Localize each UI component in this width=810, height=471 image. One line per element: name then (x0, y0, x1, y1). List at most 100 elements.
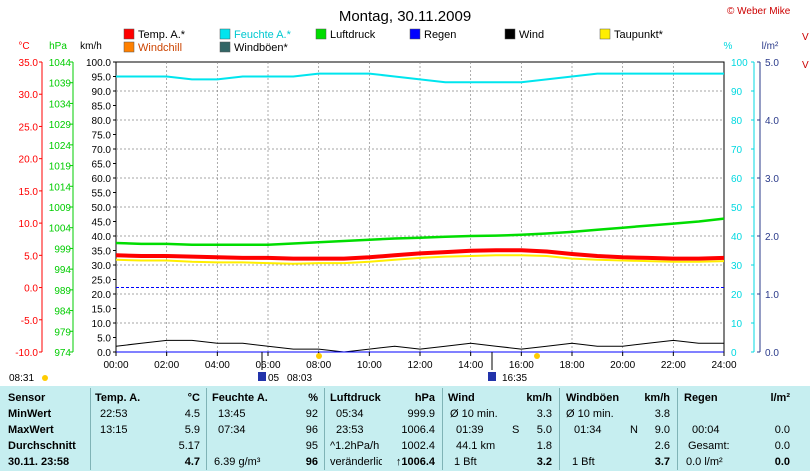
row-label-avg: Durchschnitt (8, 440, 76, 452)
x-tick-label: 02:00 (154, 360, 179, 371)
pressure-current-value: 1006.4 (401, 456, 435, 468)
sun-markers: 08:31 05 08:03 16:35 (9, 352, 540, 384)
wind_kmh-tick-label: 55.0 (92, 189, 112, 200)
temp_c-tick-label: 25.0 (19, 122, 39, 133)
wind_kmh-tick-label: 80.0 (92, 116, 112, 127)
arrow-up-icon: ↑ (395, 456, 402, 468)
rain_lm2-tick-label: 1.0 (765, 290, 779, 301)
humidity-abs: 6.39 g/m³ (214, 456, 261, 468)
humidity-min: 92 (305, 408, 318, 420)
x-tick-label: 20:00 (610, 360, 635, 371)
legend-swatch (599, 28, 611, 40)
humidity_pct-unit: % (724, 41, 733, 52)
wind-header: Wind (448, 392, 475, 404)
gust-bft: 1 Bft (572, 456, 595, 468)
gust-max-dir: N (630, 424, 638, 436)
pressure_hpa-tick-label: 1029 (49, 120, 72, 131)
wind-avg10-label: Ø 10 min. (450, 408, 498, 420)
moon-icon (488, 372, 496, 381)
gust-avg10: 3.8 (654, 408, 670, 420)
humidity_pct-tick-label: 60 (731, 174, 743, 185)
edge-label-1: V (802, 32, 809, 43)
wind-unit: km/h (526, 392, 552, 404)
pressure_hpa-tick-label: 989 (54, 286, 71, 297)
wind_kmh-tick-label: 75.0 (92, 131, 112, 142)
wind_kmh-tick-label: 90.0 (92, 87, 112, 98)
x-tick-label: 18:00 (559, 360, 584, 371)
temp_c-tick-label: 10.0 (19, 219, 39, 230)
temp-max: 5.9 (184, 424, 200, 436)
pressure-unit: hPa (414, 392, 435, 404)
pressure_hpa-tick-label: 1014 (49, 182, 72, 193)
x-axis: 00:00 02:00 04:00 06:00 08:00 10:00 12:00 14:00… (103, 352, 737, 371)
humidity-header: Feuchte A. (212, 392, 268, 404)
humidity_pct-tick-label: 70 (731, 145, 743, 156)
legend-label: Taupunkt* (614, 29, 664, 41)
wind-distance: 44.1 km (456, 440, 496, 452)
wind_kmh-tick-label: 35.0 (92, 247, 112, 258)
rain_lm2-tick-label: 0.0 (765, 348, 779, 359)
humidity_pct-tick-label: 30 (731, 261, 743, 272)
pressure-header: Luftdruck (330, 392, 381, 404)
x-tick-label: 22:00 (661, 360, 686, 371)
humidity_pct-tick-label: 90 (731, 87, 743, 98)
row-label-max: MaxWert (8, 424, 54, 436)
wind_kmh-tick-label: 100.0 (86, 58, 111, 69)
humidity-max: 96 (305, 424, 318, 436)
wind-bft: 1 Bft (454, 456, 477, 468)
series-line-taupunkt- (115, 254, 725, 265)
pressure_hpa-tick-label: 1024 (49, 141, 72, 152)
humidity_pct-tick-label: 100 (731, 58, 748, 69)
legend-swatch (219, 41, 231, 53)
gust-avg10-label: Ø 10 min. (566, 408, 614, 420)
wind_kmh-tick-label: 65.0 (92, 160, 112, 171)
series-line-feuchte-a- (116, 72, 724, 84)
legend-label: Windchill (138, 42, 182, 54)
rain-unit: l/m² (770, 392, 790, 404)
pressure-min: 999.9 (407, 408, 435, 420)
sun-icon (42, 375, 48, 381)
legend-label: Luftdruck (330, 29, 376, 41)
wind_kmh-tick-label: 15.0 (92, 305, 112, 316)
wind_kmh-tick-label: 0.0 (97, 348, 111, 359)
pressure-trend: ^1.2hPa/h (330, 440, 380, 452)
wind-distance-val: 1.8 (536, 440, 552, 452)
axes: °C 35.0 30.0 25.0 20.0 15.0 10.0 5.0 0.0 -5.0 -10.… (15, 41, 779, 359)
humidity_pct-tick-label: 20 (731, 290, 743, 301)
rain_lm2-tick-label: 2.0 (765, 232, 779, 243)
x-tick-label: 08:00 (306, 360, 331, 371)
temp-avg: 5.17 (178, 440, 200, 452)
pressure-max: 1006.4 (401, 424, 435, 436)
pressure_hpa-unit: hPa (49, 41, 67, 52)
series-line-wind (115, 339, 724, 353)
x-tick-label: 16:00 (509, 360, 534, 371)
rain_lm2-tick-label: 5.0 (765, 58, 779, 69)
x-tick-label: 12:00 (407, 360, 432, 371)
pressure_hpa-tick-label: 1039 (49, 79, 72, 90)
temp_c-tick-label: 35.0 (19, 58, 39, 69)
temp_c-tick-label: 20.0 (19, 155, 39, 166)
wind_kmh-tick-label: 95.0 (92, 73, 112, 84)
temp_c-tick-label: 5.0 (24, 251, 38, 262)
humidity_pct-tick-label: 0 (731, 348, 737, 359)
wind_kmh-tick-label: 20.0 (92, 290, 112, 301)
x-tick-label: 24:00 (711, 360, 736, 371)
wind-max-dir: S (512, 424, 520, 436)
wind_kmh-tick-label: 60.0 (92, 174, 112, 185)
pressure_hpa-tick-label: 994 (54, 265, 71, 276)
wind-current: 3.2 (536, 456, 552, 468)
pressure_hpa-tick-label: 1019 (49, 162, 72, 173)
humidity_pct-tick-label: 80 (731, 116, 743, 127)
pressure-current: ↑1006.4 (380, 456, 435, 469)
copyright-label: © Weber Mike (727, 6, 791, 17)
x-tick-label: 06:00 (255, 360, 280, 371)
temp-unit: °C (187, 392, 200, 404)
temp-min-time: 22:53 (100, 408, 128, 420)
moon-label: 05 (268, 373, 280, 384)
gust-unit: km/h (644, 392, 670, 404)
legend-swatch (123, 28, 135, 40)
pressure_hpa-tick-label: 1004 (49, 224, 72, 235)
rain_lm2-tick-label: 3.0 (765, 174, 779, 185)
gust-header: Windböen (566, 392, 620, 404)
row-label-min: MinWert (8, 408, 52, 420)
